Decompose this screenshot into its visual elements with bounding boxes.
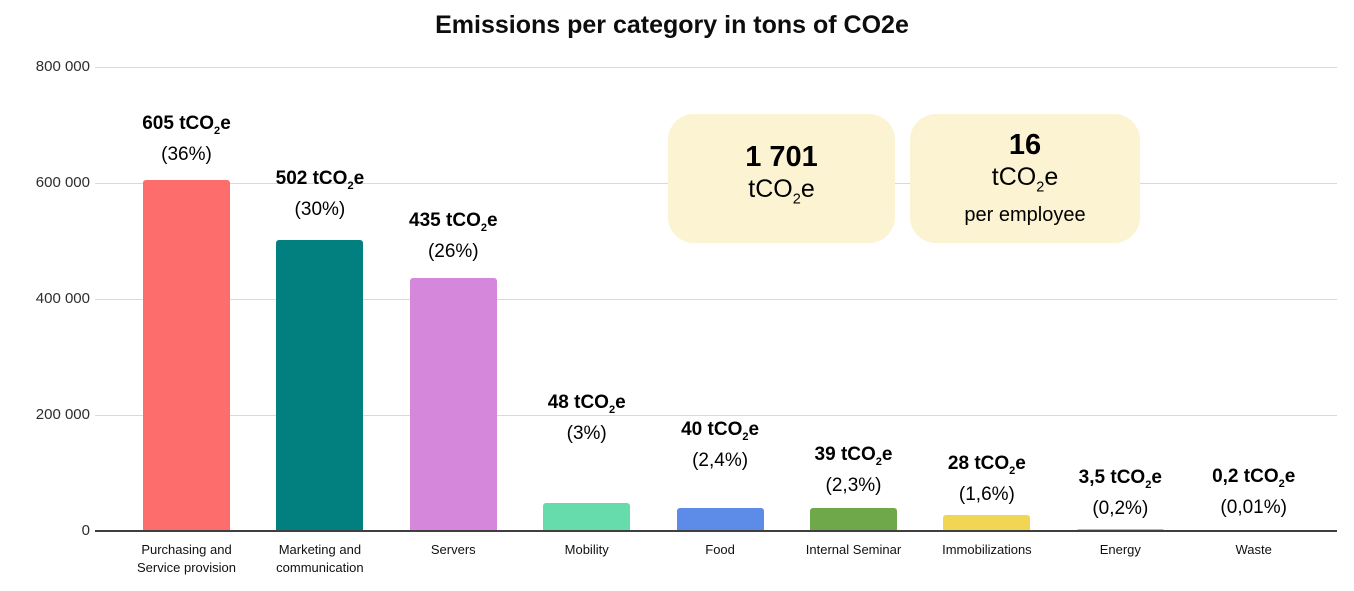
bar-percent-label: (2,4%) — [692, 449, 749, 471]
bar-label-purchasing-and-service-provision: 605 tCO2e (36%) — [77, 112, 297, 166]
bar-value-label: 0,2 tCO2e — [1212, 466, 1296, 490]
bar-percent-label: (1,6%) — [958, 483, 1015, 505]
x-axis-label-servers: Servers — [430, 542, 476, 557]
subscript-2: 2 — [1036, 179, 1045, 196]
bar-purchasing-and-service-provision — [143, 179, 230, 531]
y-axis-tick-label-200-000: 200 000 — [35, 405, 90, 423]
y-axis-tick-label-800-000: 800 000 — [35, 57, 90, 75]
x-axis-label-marketing-and-communication: Marketing and communication — [276, 542, 364, 575]
per-employee-unit: tCO2e — [991, 162, 1059, 196]
bar-percent-label: (26%) — [427, 240, 479, 262]
bar-servers — [409, 278, 497, 531]
bar-mobility — [543, 503, 631, 531]
bar-immobilizations — [943, 514, 1031, 531]
chart-title: Emissions per category in tons of CO2e — [435, 11, 909, 39]
x-axis-label-purchasing-and-service-provision: Purchasing and Service provision — [137, 542, 236, 575]
subscript-2: 2 — [214, 124, 221, 137]
x-axis-label-energy: Energy — [1099, 542, 1141, 557]
bar-label-mobility: 48 tCO2e (3%) — [477, 391, 697, 445]
y-axis-tick-label-0: 0 — [81, 522, 90, 539]
subscript-2: 2 — [1009, 464, 1016, 477]
subscript-2: 2 — [792, 191, 801, 208]
x-axis-label-mobility: Mobility — [564, 542, 609, 557]
x-axis-label-internal-seminar: Internal Seminar — [805, 542, 902, 557]
bar-percent-label: (36%) — [161, 143, 212, 165]
bar-label-food: 40 tCO2e (2,4%) — [610, 418, 830, 472]
total-emissions-unit: tCO2e — [748, 175, 815, 208]
gridline-400-000 — [95, 298, 1337, 300]
subscript-2: 2 — [480, 221, 487, 234]
x-axis-label-food: Food — [705, 542, 735, 557]
per-employee-subtitle: per employee — [964, 204, 1086, 227]
subscript-2: 2 — [1145, 478, 1152, 491]
bar-label-internal-seminar: 39 tCO2e (2,3%) — [744, 443, 964, 497]
bar-food — [676, 507, 764, 531]
bar-percent-label: (2,3%) — [825, 474, 882, 496]
bar-percent-label: (30%) — [294, 198, 346, 220]
bar-percent-label: (0,01%) — [1220, 496, 1287, 518]
bar-percent-label: (3%) — [566, 422, 607, 444]
gridline-800-000 — [95, 66, 1337, 68]
bar-internal-seminar — [810, 508, 897, 531]
bar-value-label: 502 tCO2e — [275, 168, 365, 192]
bar-value-label: 39 tCO2e — [814, 444, 893, 468]
subscript-2: 2 — [347, 179, 354, 192]
x-axis-baseline — [95, 530, 1337, 532]
bar-value-label: 40 tCO2e — [681, 419, 760, 443]
total-emissions-value: 1 701 — [745, 141, 818, 174]
subscript-2: 2 — [875, 455, 882, 468]
x-axis-label-waste: Waste — [1235, 542, 1272, 557]
y-axis-tick-label-600-000: 600 000 — [35, 173, 90, 191]
bar-label-immobilizations: 28 tCO2e (1,6%) — [877, 452, 1097, 506]
bar-label-servers: 435 tCO2e (26%) — [343, 209, 563, 263]
bar-value-label: 48 tCO2e — [547, 392, 626, 416]
bar-label-marketing-and-communication: 502 tCO2e (30%) — [210, 167, 430, 221]
gridline-200-000 — [95, 414, 1337, 416]
bar-marketing-and-communication — [276, 239, 364, 531]
bar-energy — [1076, 528, 1164, 531]
bar-value-label: 3,5 tCO2e — [1078, 467, 1162, 491]
bar-value-label: 605 tCO2e — [142, 113, 231, 137]
total-emissions-card: 1 701 tCO2e — [668, 114, 895, 243]
x-axis-label-immobilizations: Immobilizations — [942, 542, 1032, 557]
bar-label-waste: 0,2 tCO2e (0,01%) — [1144, 465, 1354, 519]
subscript-2: 2 — [1278, 477, 1285, 490]
subscript-2: 2 — [608, 403, 616, 416]
subscript-2: 2 — [742, 430, 749, 443]
per-employee-value: 16 — [1008, 128, 1042, 161]
bar-percent-label: (0,2%) — [1092, 497, 1149, 519]
bar-label-energy: 3,5 tCO2e (0,2%) — [1010, 466, 1230, 520]
y-axis-tick-label-400-000: 400 000 — [35, 289, 90, 307]
bar-value-label: 435 tCO2e — [409, 210, 498, 234]
per-employee-card: 16 tCO2e per employee — [910, 114, 1140, 243]
bar-value-label: 28 tCO2e — [947, 453, 1026, 477]
